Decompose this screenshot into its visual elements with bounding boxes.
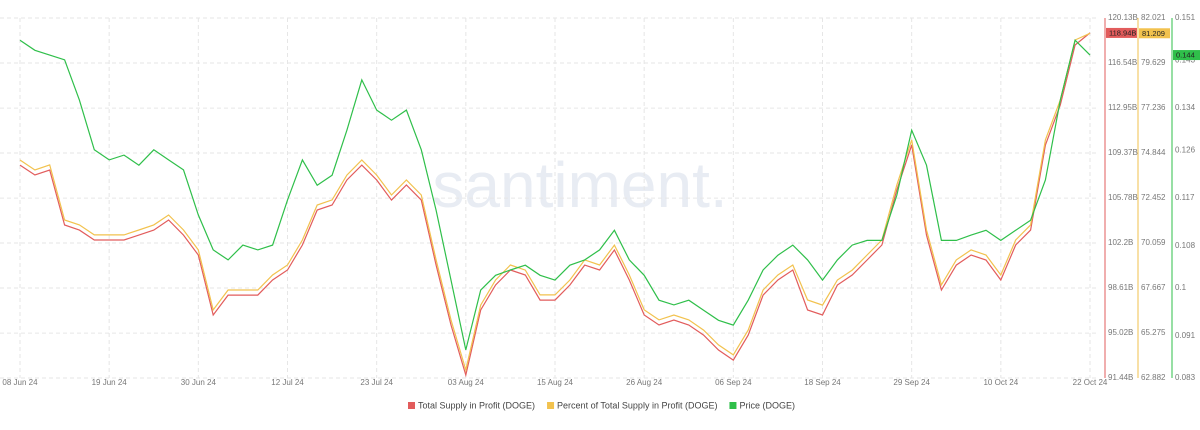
y-tick-label: 109.37B — [1108, 148, 1138, 157]
legend-label: Total Supply in Profit (DOGE) — [418, 400, 535, 410]
line — [19, 39, 1091, 351]
y-tick-label: 72.452 — [1141, 193, 1166, 202]
y-tick-label: 95.02B — [1108, 328, 1133, 337]
x-tick-label: 23 Jul 24 — [360, 378, 393, 387]
x-tick-label: 29 Sep 24 — [893, 378, 930, 387]
y-tick-label: 98.61B — [1108, 283, 1133, 292]
y-tick-label: 74.844 — [1141, 148, 1166, 157]
x-tick-label: 22 Oct 24 — [1073, 378, 1108, 387]
x-tick-label: 12 Jul 24 — [271, 378, 304, 387]
badge-label: 81.209 — [1142, 29, 1165, 38]
y-tick-label: 77.236 — [1141, 103, 1166, 112]
value-badge — [1106, 27, 1137, 38]
y-tick-label: 112.95B — [1108, 103, 1137, 112]
y-tick-label: 116.54B — [1108, 58, 1137, 67]
y-tick-label: 0.117 — [1175, 193, 1195, 202]
x-tick-label: 03 Aug 24 — [448, 378, 485, 387]
y-tick-label: 0.1 — [1175, 283, 1187, 292]
legend-swatch — [547, 402, 555, 409]
y-tick-label: 79.629 — [1141, 58, 1166, 67]
x-tick-label: 18 Sep 24 — [804, 378, 841, 387]
x-tick-label: 19 Jun 24 — [92, 378, 128, 387]
x-tick-label: 26 Aug 24 — [626, 378, 663, 387]
watermark: santiment. — [432, 149, 727, 221]
badge-label: 0.144 — [1176, 51, 1195, 60]
line — [19, 32, 1091, 378]
y-tick-label: 65.275 — [1141, 328, 1166, 337]
y-tick-label: 105.78B — [1108, 193, 1138, 202]
y-tick-label: 67.667 — [1141, 283, 1166, 292]
x-tick-label: 15 Aug 24 — [537, 378, 574, 387]
y-tick-label: 0.134 — [1175, 103, 1196, 112]
badge-label: 118.94B — [1109, 28, 1136, 37]
y-tick-label: 120.13B — [1108, 13, 1138, 22]
y-tick-label: 102.2B — [1108, 238, 1133, 247]
value-badge — [1173, 50, 1200, 61]
x-tick-label: 08 Jun 24 — [2, 378, 38, 387]
y-tick-label: 91.44B — [1108, 373, 1133, 382]
y-tick-label: 0.151 — [1175, 13, 1196, 22]
legend-label: Price (DOGE) — [739, 400, 795, 410]
y-tick-label: 0.108 — [1175, 241, 1196, 250]
legend-swatch — [729, 402, 737, 409]
y-tick-label: 0.091 — [1175, 331, 1196, 340]
y-tick-label: 70.059 — [1141, 238, 1166, 247]
y-tick-label: 82.021 — [1141, 13, 1166, 22]
y-tick-label: 0.126 — [1175, 145, 1196, 154]
legend-swatch — [408, 402, 415, 409]
y-tick-label: 62.882 — [1141, 373, 1166, 382]
line — [19, 32, 1091, 373]
x-tick-label: 10 Oct 24 — [983, 378, 1018, 387]
x-tick-label: 06 Sep 24 — [715, 378, 752, 387]
x-tick-label: 30 Jun 24 — [181, 378, 217, 387]
legend-label: Percent of Total Supply in Profit (DOGE) — [557, 400, 717, 410]
value-badge — [1139, 28, 1170, 39]
y-tick-label: 0.083 — [1175, 373, 1196, 382]
